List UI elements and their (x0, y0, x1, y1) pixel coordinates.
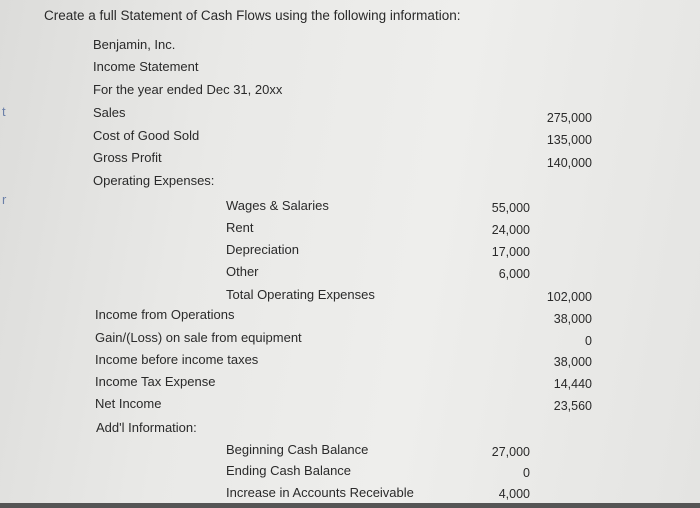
rent-value: 24,000 (491, 223, 530, 237)
tax-label: Income Tax Expense (95, 374, 216, 389)
wages-label: Wages & Salaries (226, 198, 329, 213)
other-value: 6,000 (498, 267, 530, 281)
depreciation-value: 17,000 (491, 245, 530, 259)
statement-period: For the year ended Dec 31, 20xx (93, 82, 283, 97)
sales-value: 275,000 (546, 111, 592, 125)
company-name: Benjamin, Inc. (93, 37, 176, 52)
additional-heading: Add'l Information: (96, 420, 197, 435)
depreciation-label: Depreciation (226, 242, 299, 257)
opex-heading: Operating Expenses: (93, 173, 215, 188)
ar-increase-value: 4,000 (498, 487, 530, 501)
beginning-cash-label: Beginning Cash Balance (226, 442, 369, 457)
gain-loss-value: 0 (585, 334, 592, 348)
ar-increase-label: Increase in Accounts Receivable (226, 485, 414, 500)
gross-profit-value: 140,000 (546, 156, 592, 170)
side-letter: t (2, 104, 6, 119)
income-ops-label: Income from Operations (95, 307, 235, 322)
pretax-value: 38,000 (553, 355, 592, 369)
tax-value: 14,440 (553, 377, 592, 391)
total-opex-value: 102,000 (546, 290, 592, 304)
income-ops-value: 38,000 (553, 312, 592, 326)
beginning-cash-value: 27,000 (491, 445, 530, 459)
gross-profit-label: Gross Profit (93, 150, 162, 165)
statement-title: Income Statement (93, 59, 199, 74)
side-letter: r (2, 192, 7, 207)
question-prompt: Create a full Statement of Cash Flows us… (44, 8, 461, 23)
net-income-label: Net Income (95, 396, 162, 411)
screen-bezel (0, 503, 700, 508)
cogs-value: 135,000 (546, 133, 592, 147)
rent-label: Rent (226, 220, 254, 235)
gain-loss-label: Gain/(Loss) on sale from equipment (95, 330, 302, 345)
total-opex-label: Total Operating Expenses (226, 287, 375, 302)
pretax-label: Income before income taxes (95, 352, 259, 367)
ending-cash-value: 0 (523, 466, 530, 480)
cogs-label: Cost of Good Sold (93, 128, 200, 143)
sales-label: Sales (93, 105, 126, 120)
other-label: Other (226, 264, 259, 279)
net-income-value: 23,560 (553, 399, 592, 413)
wages-value: 55,000 (491, 201, 530, 215)
ending-cash-label: Ending Cash Balance (226, 463, 352, 478)
